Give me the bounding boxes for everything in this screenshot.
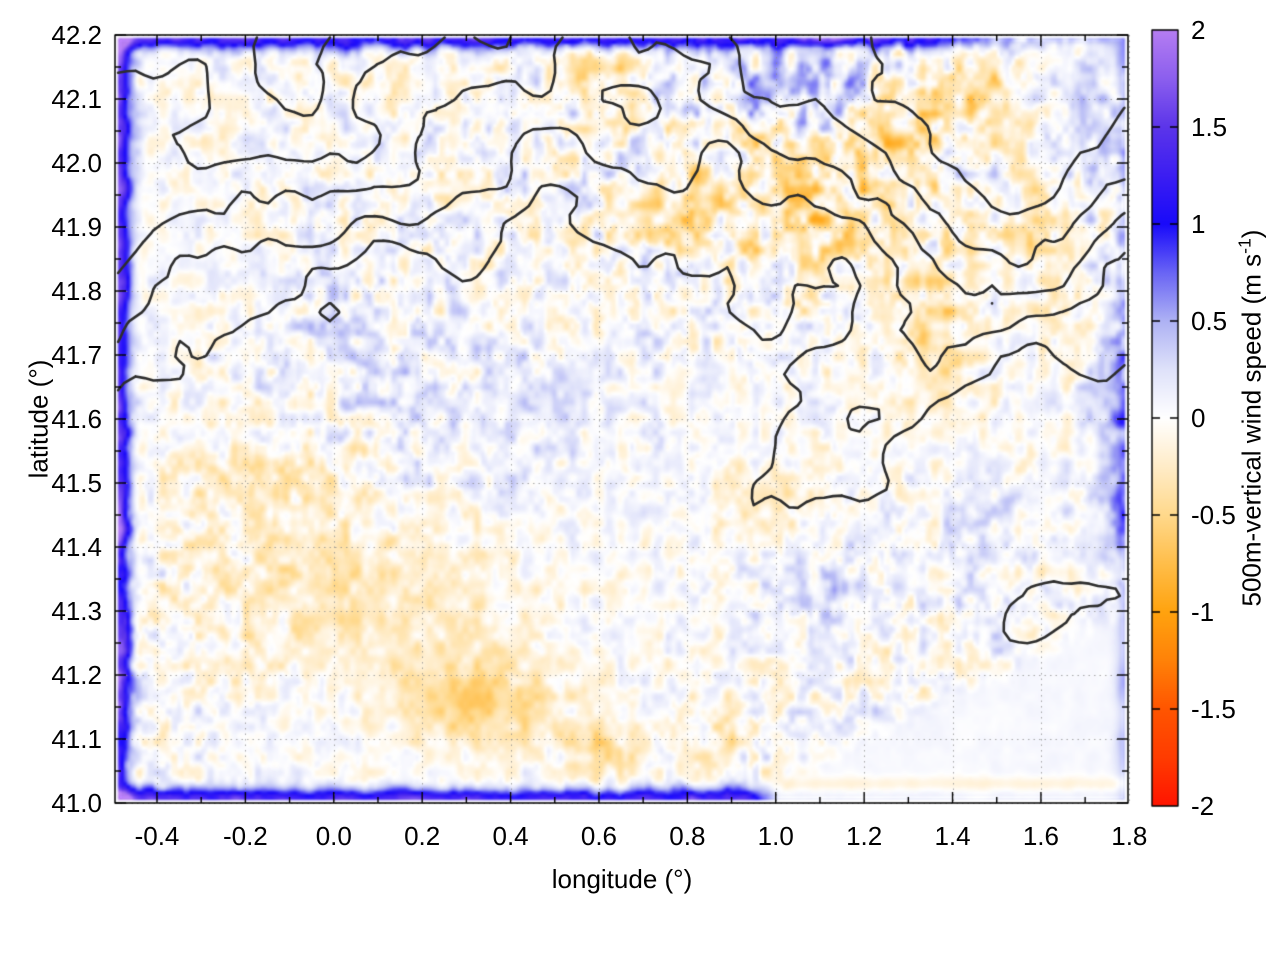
x-tick-label: 1.8 (1111, 821, 1148, 851)
x-tick-label: -0.2 (222, 821, 268, 851)
y-tick-label: 41.1 (51, 724, 102, 754)
colorbar-tick-label: 2 (1191, 15, 1206, 45)
x-axis-label: longitude (°) (551, 864, 693, 894)
x-tick-label: 0.4 (492, 821, 529, 851)
colorbar-tick-label: -1.5 (1191, 694, 1236, 724)
y-tick-label: 42.0 (51, 148, 102, 178)
colorbar-tick-label: 1.5 (1191, 112, 1228, 142)
colorbar-label-text: 500m-vertical wind speed (m s (1236, 253, 1267, 607)
x-tick-label: 1.2 (846, 821, 883, 851)
x-tick-label: 0.2 (404, 821, 441, 851)
y-tick-label: 41.4 (51, 532, 102, 562)
y-tick-label: 41.9 (51, 212, 102, 242)
y-tick-label: 42.1 (51, 84, 102, 114)
colorbar-tick-label: 1 (1191, 209, 1206, 239)
x-tick-label: -0.4 (134, 821, 180, 851)
colorbar-tick-label: 0.5 (1191, 306, 1228, 336)
y-tick-label: 41.7 (51, 340, 102, 370)
x-tick-label: 1.0 (757, 821, 794, 851)
colorbar-label-superscript: -1 (1234, 238, 1255, 254)
colorbar-tick-label: 0 (1191, 403, 1206, 433)
colorbar-label-end: ) (1236, 229, 1267, 239)
y-tick-label: 41.3 (51, 596, 102, 626)
y-tick-label: 41.0 (51, 788, 102, 818)
colorbar-label: 500m-vertical wind speed (m s-1) (1235, 230, 1268, 607)
x-tick-label: 1.6 (1022, 821, 1059, 851)
x-tick-label: 1.4 (934, 821, 971, 851)
x-tick-label: 0.6 (580, 821, 618, 851)
colorbar-tick-label: -1 (1191, 597, 1215, 627)
y-tick-label: 41.6 (51, 404, 102, 434)
colorbar-tick-label: -2 (1191, 791, 1215, 821)
y-tick-label: 41.5 (51, 468, 102, 498)
y-tick-label: 41.8 (51, 276, 102, 306)
x-tick-label: 0.0 (315, 821, 352, 851)
colorbar-tick-label: -0.5 (1191, 500, 1236, 530)
y-tick-label: 42.2 (51, 20, 102, 50)
y-tick-label: 41.2 (51, 660, 102, 690)
y-axis-label: latitude (°) (23, 359, 54, 479)
x-tick-label: 0.8 (669, 821, 706, 851)
